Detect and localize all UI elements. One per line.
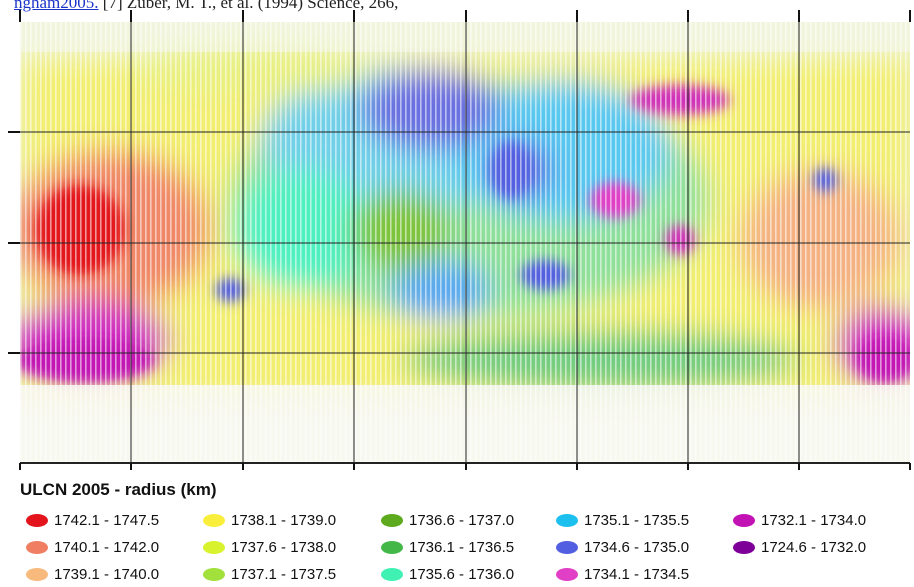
legend-item: 1734.6 - 1735.0 (556, 539, 689, 556)
legend-label: 1737.1 - 1737.5 (231, 566, 337, 583)
reference-link[interactable]: ngham2005. (14, 0, 99, 12)
legend-label: 1724.6 - 1732.0 (761, 539, 867, 556)
legend-label: 1740.1 - 1742.0 (54, 539, 160, 556)
legend-item: 1724.6 - 1732.0 (733, 539, 866, 556)
legend-swatch (203, 514, 225, 527)
legend-label: 1736.1 - 1736.5 (409, 539, 515, 556)
legend-item: 1738.1 - 1739.0 (203, 512, 336, 529)
legend-item: 1740.1 - 1742.0 (26, 539, 159, 556)
legend-swatch (203, 541, 225, 554)
reference-text: [7] Zuber, M. T., et al. (1994) Science,… (102, 0, 399, 12)
frame-ticks (8, 10, 911, 470)
legend-label: 1736.6 - 1737.0 (409, 512, 515, 529)
legend-label: 1732.1 - 1734.0 (761, 512, 867, 529)
legend-swatch (556, 568, 578, 581)
header-text: ngham2005. [7] Zuber, M. T., et al. (199… (14, 0, 398, 13)
legend-label: 1735.6 - 1736.0 (409, 566, 515, 583)
legend-label: 1738.1 - 1739.0 (231, 512, 337, 529)
legend-item: 1735.1 - 1735.5 (556, 512, 689, 529)
legend-item: 1736.6 - 1737.0 (381, 512, 514, 529)
map-image (20, 22, 910, 463)
legend-swatch (381, 541, 403, 554)
legend-item: 1736.1 - 1736.5 (381, 539, 514, 556)
legend-item: 1739.1 - 1740.0 (26, 566, 159, 583)
legend-swatch (26, 568, 48, 581)
legend-label: 1734.1 - 1734.5 (584, 566, 690, 583)
legend-label: 1734.6 - 1735.0 (584, 539, 690, 556)
legend-label: 1737.6 - 1738.0 (231, 539, 337, 556)
legend-swatch (26, 541, 48, 554)
legend-swatch (556, 514, 578, 527)
legend-swatch (381, 568, 403, 581)
legend-item: 1742.1 - 1747.5 (26, 512, 159, 529)
legend-item: 1732.1 - 1734.0 (733, 512, 866, 529)
legend-label: 1742.1 - 1747.5 (54, 512, 160, 529)
legend-swatch (733, 514, 755, 527)
legend-swatch (381, 514, 403, 527)
legend-swatch (733, 541, 755, 554)
legend-item: 1735.6 - 1736.0 (381, 566, 514, 583)
legend: ULCN 2005 - radius (km) 1742.1 - 1747.5 1… (0, 470, 914, 587)
legend-label: 1735.1 - 1735.5 (584, 512, 690, 529)
legend-item: 1734.1 - 1734.5 (556, 566, 689, 583)
legend-title: ULCN 2005 - radius (km) (20, 480, 217, 499)
topography-map (8, 10, 911, 470)
legend-swatch (203, 568, 225, 581)
legend-item: 1737.1 - 1737.5 (203, 566, 336, 583)
legend-label: 1739.1 - 1740.0 (54, 566, 160, 583)
legend-swatch (556, 541, 578, 554)
legend-swatch (26, 514, 48, 527)
legend-item: 1737.6 - 1738.0 (203, 539, 336, 556)
